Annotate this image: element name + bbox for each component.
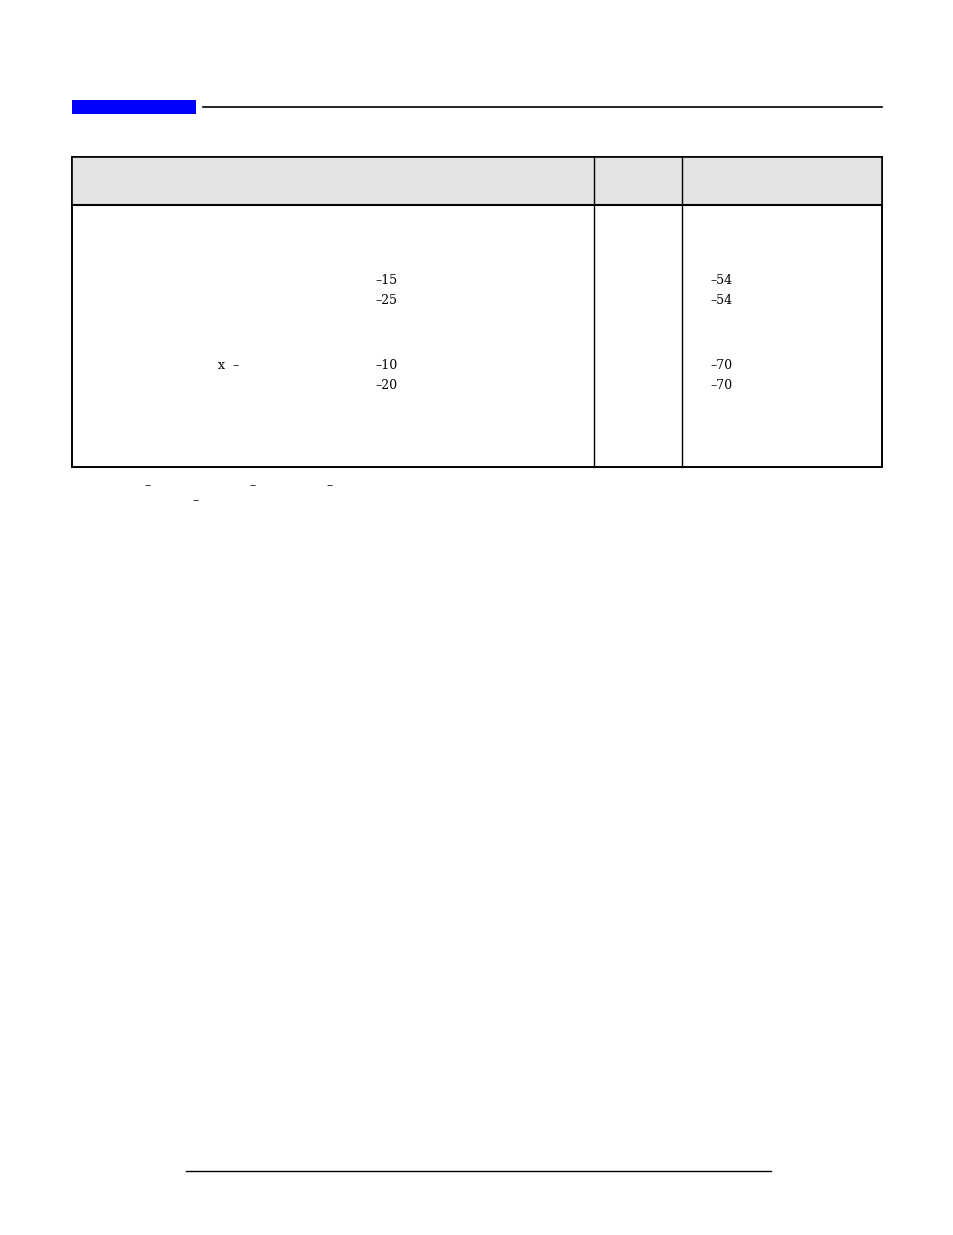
Text: –: – bbox=[250, 479, 255, 492]
Bar bbox=[71, 157, 882, 467]
Text: –15: –15 bbox=[375, 274, 397, 287]
Text: –54: –54 bbox=[710, 274, 732, 287]
Text: –70: –70 bbox=[710, 379, 732, 391]
Text: –: – bbox=[145, 479, 151, 492]
Text: –54: –54 bbox=[710, 294, 732, 306]
Text: –: – bbox=[193, 494, 198, 506]
Text: –25: –25 bbox=[375, 294, 397, 306]
Text: –10: –10 bbox=[375, 359, 397, 372]
Text: –70: –70 bbox=[710, 359, 732, 372]
Text: –: – bbox=[326, 479, 332, 492]
Bar bbox=[71, 157, 882, 205]
Text: x  –: x – bbox=[218, 359, 239, 372]
Text: –20: –20 bbox=[375, 379, 397, 391]
Bar bbox=[71, 100, 195, 114]
